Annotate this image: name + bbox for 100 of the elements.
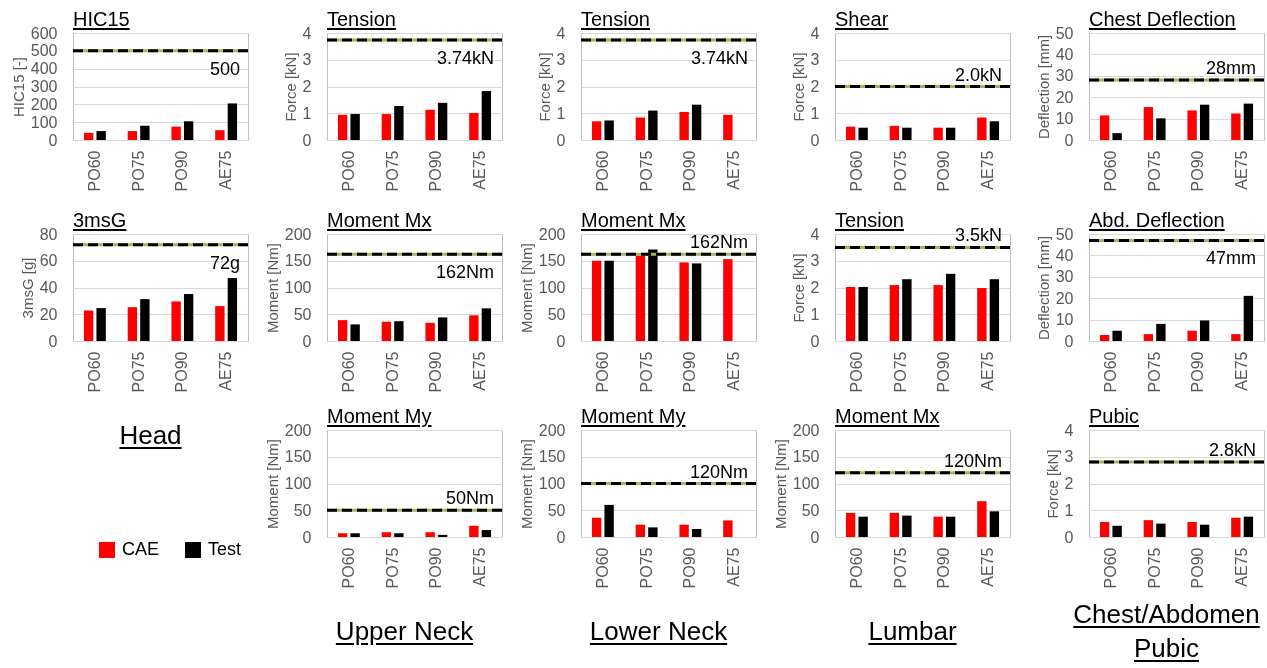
y-tick-label: 30	[1055, 268, 1074, 286]
x-tick-label: PO90	[1189, 547, 1207, 589]
chart-title: Pubic	[1089, 404, 1140, 428]
x-tick-label: PO75	[383, 150, 401, 192]
y-tick-label: 20	[1055, 88, 1074, 106]
y-tick-label: 3	[556, 51, 566, 69]
y-axis-title: HIC15 [-]	[9, 56, 27, 118]
y-tick-label: 100	[792, 475, 820, 492]
chart-title: Moment My	[581, 404, 686, 428]
y-tick-label: 0	[810, 131, 820, 149]
y-tick-label: 400	[30, 60, 58, 78]
y-tick-label: 4	[810, 225, 820, 243]
x-tick-label: PO75	[383, 351, 401, 393]
y-tick-label: 300	[30, 78, 58, 95]
y-axis-title: Moment [Nm]	[517, 438, 535, 530]
chart-title: Chest Deflection	[1089, 7, 1236, 31]
text: Head	[119, 419, 182, 452]
y-tick-label: 40	[39, 279, 58, 296]
y-tick-label: 0	[1064, 332, 1074, 350]
chart-title: Shear	[835, 7, 889, 31]
y-tick-label: 200	[284, 225, 312, 243]
x-tick-label: PO90	[681, 351, 699, 393]
x-tick-label: PO75	[1145, 547, 1163, 589]
y-axis-title: Deflection [mm]	[1034, 34, 1052, 140]
y-tick-label: 200	[538, 225, 566, 243]
text: Lumbar	[868, 615, 957, 648]
y-tick-label: 10	[1055, 110, 1074, 128]
x-tick-label: PO60	[593, 150, 611, 192]
y-tick-label: 0	[48, 332, 58, 350]
y-tick-label: 4	[556, 24, 566, 42]
y-tick-label: 1	[556, 104, 566, 122]
y-axis-title: Force [kN]	[789, 52, 807, 122]
y-tick-label: 50	[547, 501, 566, 519]
x-tick-label: PO75	[637, 150, 655, 192]
y-tick-label: 0	[556, 131, 566, 149]
chart-title: Tension	[327, 7, 396, 31]
chart-title: Moment Mx	[835, 404, 940, 428]
x-tick-label: PO60	[1101, 547, 1119, 589]
legend-label: CAE	[122, 539, 160, 559]
y-axis-title: Moment [Nm]	[263, 242, 281, 334]
y-axis-title: Force [kN]	[281, 52, 299, 122]
y-tick-label: 0	[810, 332, 820, 350]
chart-title: Moment My	[327, 404, 432, 428]
y-tick-label: 2	[810, 78, 820, 95]
y-tick-label: 0	[302, 528, 312, 546]
x-tick-label: AE75	[217, 351, 235, 391]
y-tick-label: 100	[30, 113, 58, 131]
y-tick-label: 2	[302, 78, 312, 95]
x-tick-label: PO90	[935, 351, 953, 393]
y-axis-title: Force [kN]	[789, 253, 807, 323]
chart-title: Abd. Deflection	[1089, 208, 1225, 232]
x-tick-label: PO90	[427, 150, 445, 192]
x-tick-label: PO60	[1101, 351, 1119, 393]
text: Chest/Abdomen Pubic	[1072, 598, 1261, 665]
y-tick-label: 0	[1064, 528, 1074, 546]
y-tick-label: 60	[39, 252, 58, 270]
y-axis-title: Moment [Nm]	[517, 242, 535, 334]
x-tick-label: PO90	[935, 150, 953, 192]
ref-line-label: 50Nm	[445, 488, 494, 509]
y-tick-label: 40	[1055, 246, 1074, 264]
y-tick-label: 20	[1055, 289, 1074, 307]
y-tick-label: 200	[538, 421, 566, 439]
x-tick-label: AE75	[1233, 150, 1251, 190]
x-tick-label: PO75	[637, 547, 655, 589]
chart-title: HIC15	[73, 7, 130, 31]
y-axis-title: Moment [Nm]	[771, 438, 789, 530]
ref-line-label: 3.5kN	[954, 225, 1002, 246]
x-tick-label: PO75	[383, 547, 401, 589]
x-tick-label: PO90	[427, 351, 445, 393]
x-tick-label: AE75	[979, 150, 997, 190]
chart-title: Tension	[581, 7, 650, 31]
y-tick-label: 0	[556, 528, 566, 546]
y-tick-label: 500	[30, 42, 58, 60]
y-tick-label: 1	[810, 305, 820, 323]
x-tick-label: AE75	[979, 351, 997, 391]
y-axis-title: Deflection [mm]	[1034, 235, 1052, 341]
y-tick-label: 30	[1055, 67, 1074, 85]
y-tick-label: 100	[284, 279, 312, 296]
y-tick-label: 50	[801, 501, 820, 519]
y-tick-label: 4	[1064, 421, 1074, 439]
x-tick-label: AE75	[725, 150, 743, 190]
ref-line-label: 3.74kN	[690, 47, 748, 68]
x-tick-label: AE75	[217, 150, 235, 190]
ref-line-label: 120Nm	[689, 461, 748, 482]
y-tick-label: 200	[30, 95, 58, 113]
x-tick-label: AE75	[471, 351, 489, 391]
y-tick-label: 50	[293, 501, 312, 519]
y-tick-label: 3	[810, 252, 820, 270]
y-tick-label: 3	[810, 51, 820, 69]
x-tick-label: PO75	[1145, 150, 1163, 192]
x-tick-label: AE75	[725, 351, 743, 391]
y-tick-label: 4	[810, 24, 820, 42]
y-axis-title: Force [kN]	[535, 52, 553, 122]
y-tick-label: 100	[538, 475, 566, 492]
x-tick-label: AE75	[725, 547, 743, 587]
x-tick-label: AE75	[1233, 547, 1251, 587]
x-tick-label: PO90	[173, 150, 191, 192]
y-tick-label: 0	[1064, 131, 1074, 149]
x-tick-label: PO60	[847, 351, 865, 393]
ref-line-label: 2.0kN	[954, 64, 1002, 85]
